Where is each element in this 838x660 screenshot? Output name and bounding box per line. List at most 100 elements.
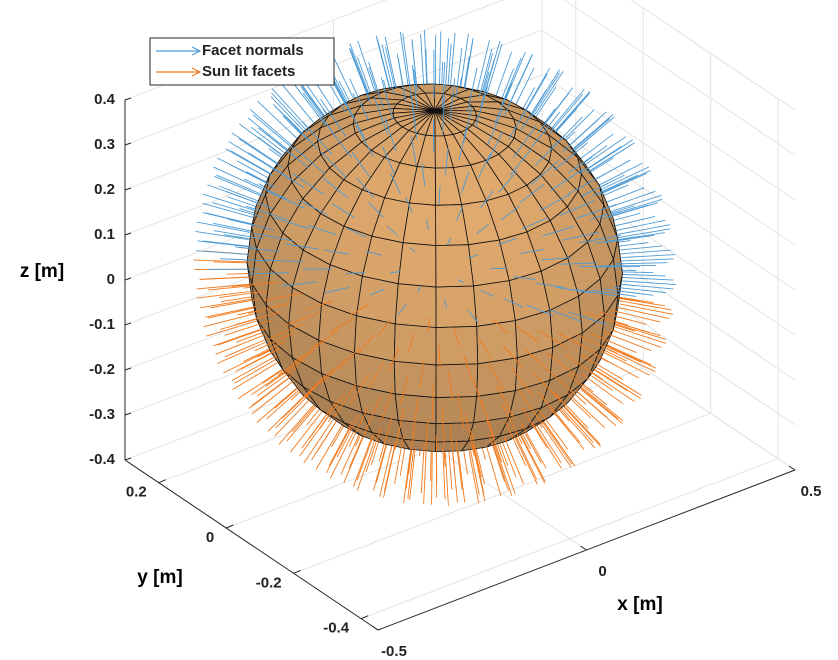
facet-normal (402, 33, 411, 86)
sun-lit-normal (457, 393, 465, 430)
sun-lit-normal (274, 398, 311, 437)
facet-normal (538, 93, 569, 133)
z-tick-label: 0.4 (94, 91, 116, 108)
sun-lit-normal (502, 404, 523, 445)
facet (397, 419, 437, 443)
facet-normal (355, 124, 374, 157)
sun-lit-normal (378, 418, 392, 462)
facet-normal (611, 198, 663, 216)
sun-lit-normal (455, 440, 463, 490)
facet-normal (476, 40, 490, 91)
sun-lit-normal (463, 355, 473, 381)
facet-normal (390, 172, 401, 195)
sun-lit-normal (328, 421, 354, 466)
facet-normal (522, 217, 548, 230)
facet-normal (615, 262, 668, 265)
facet-normal (373, 96, 389, 135)
sun-lit-normal (381, 386, 394, 421)
facet-normal (497, 237, 517, 246)
facet-normal (272, 138, 309, 169)
sun-lit-normal (256, 367, 297, 397)
facet-normal (614, 286, 666, 294)
facet-normal (284, 114, 319, 150)
sun-lit-normal (412, 397, 419, 436)
x-tick-label: 0.5 (801, 483, 822, 500)
facet-normal (503, 72, 525, 116)
sun-lit-normal (491, 318, 509, 334)
y-tick (158, 479, 166, 484)
facet-normal (443, 299, 448, 309)
sun-lit-normal (363, 397, 381, 435)
sun-lit-normal (208, 306, 259, 319)
facet-normal (212, 202, 262, 218)
grid-line (360, 458, 779, 620)
facet-normal (620, 283, 674, 290)
facet-normal (599, 172, 647, 195)
facet-normal (595, 162, 643, 187)
facet-normal (441, 95, 446, 134)
facet (476, 357, 518, 397)
facet-normal (486, 43, 503, 94)
z-tick (124, 187, 132, 191)
sun-lit-normal (513, 432, 538, 480)
sun-lit-normal (619, 303, 673, 315)
facet-normal (567, 172, 607, 195)
y-tick (226, 524, 234, 529)
sun-lit-normal (441, 406, 445, 447)
facet-normal (245, 205, 288, 221)
facet-normal (574, 116, 615, 151)
facet-normal (384, 117, 397, 152)
sun-lit-normal (478, 337, 492, 359)
facet-normal (620, 258, 674, 262)
facet-normal (351, 55, 371, 104)
facet-normal (622, 280, 676, 285)
grid-line (563, 0, 796, 156)
facet-normal (421, 162, 426, 187)
facet-normal (614, 273, 666, 277)
sun-lit-normal (521, 407, 548, 448)
sun-lit-normal (593, 353, 639, 379)
sun-lit-normal (532, 371, 562, 403)
sun-lit-normal (372, 441, 388, 491)
facet-normal (230, 150, 277, 178)
facet (397, 242, 437, 288)
sun-lit-normal (266, 385, 305, 420)
z-tick-label: -0.3 (89, 406, 115, 423)
y-axis (124, 459, 379, 631)
facet-normal (302, 92, 333, 133)
facet-normal (386, 225, 398, 236)
sun-lit-normal (468, 450, 480, 504)
sun-lit-normal (356, 440, 375, 491)
facet-normal (202, 202, 255, 219)
facet-normal (568, 311, 607, 325)
facet-normal (216, 174, 266, 197)
y-tick-label: 0 (206, 529, 214, 546)
sun-lit-normal (470, 430, 482, 478)
z-tick (124, 367, 132, 371)
facet-normal (617, 224, 671, 235)
facet-normal (411, 41, 418, 93)
sun-lit-normal (219, 290, 268, 299)
facet-normal (234, 246, 280, 252)
sun-lit-normal (563, 406, 601, 447)
facet-normal (601, 166, 650, 190)
sun-lit-normal (511, 368, 535, 398)
facet-normal (618, 249, 672, 255)
facet-normal (460, 171, 470, 194)
facet-normal (247, 117, 290, 152)
facet-normal (346, 227, 367, 238)
sun-lit-normal (204, 305, 257, 318)
facet-normal (324, 287, 349, 294)
facet-normal (520, 90, 547, 131)
facet-normal (399, 31, 409, 85)
sun-lit-normal (278, 404, 314, 445)
facet-normal (553, 142, 589, 171)
sun-lit-normal (210, 298, 261, 309)
facet-normal (501, 57, 522, 105)
facet-normal (494, 82, 513, 125)
facet-normal (542, 226, 574, 237)
y-tick-label: 0.2 (126, 484, 147, 501)
sun-lit-normal (585, 312, 629, 326)
facet (435, 285, 478, 328)
sun-lit-normal (254, 332, 295, 352)
